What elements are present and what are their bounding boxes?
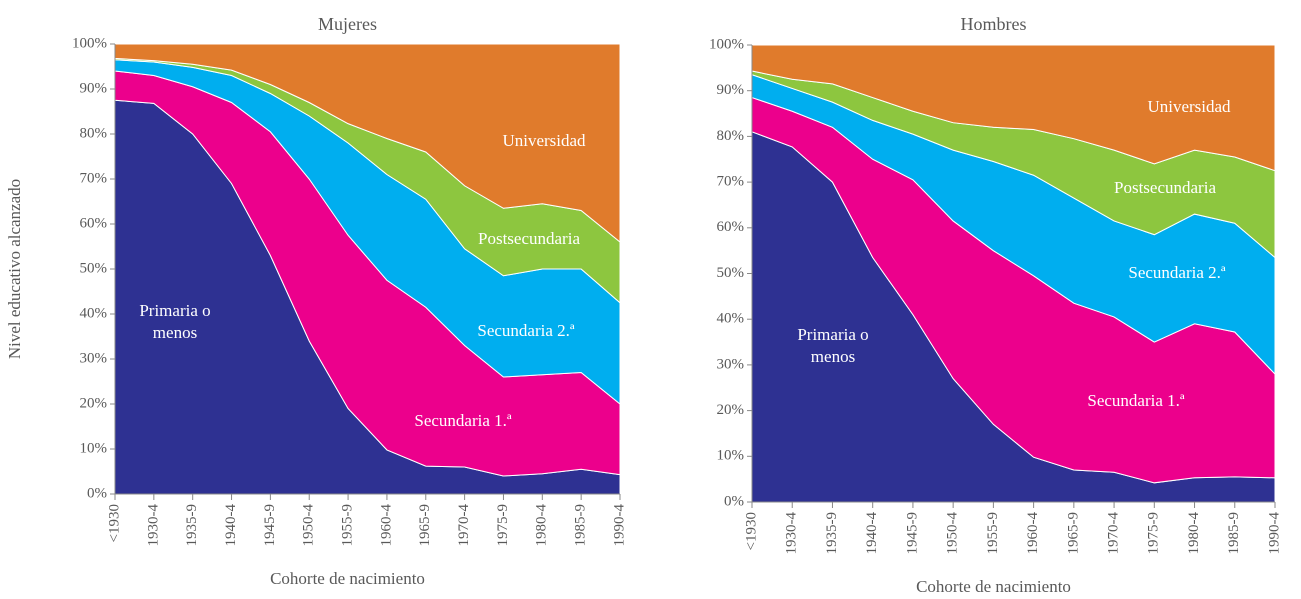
y-tick-label: 50%: [80, 260, 108, 276]
y-tick-label: 60%: [717, 219, 745, 235]
y-tick-label: 100%: [72, 35, 107, 51]
x-axis-label: Cohorte de nacimiento: [916, 577, 1071, 596]
area: [751, 44, 1276, 172]
x-tick-label: 1945-9: [904, 512, 920, 555]
y-tick-label: 0%: [87, 485, 107, 501]
x-tick-label: 1930-4: [145, 504, 161, 547]
x-tick-label: 1975-9: [495, 504, 511, 547]
series-label: Secundaria 1.ª: [1087, 391, 1185, 410]
x-tick-label: 1940-4: [223, 504, 239, 547]
x-axis-label: Cohorte de nacimiento: [270, 569, 425, 588]
x-tick-label: 1945-9: [262, 504, 278, 547]
y-tick-label: 0%: [724, 493, 744, 509]
y-tick-label: 70%: [80, 170, 108, 186]
series-label: Universidad: [1147, 97, 1231, 116]
series-label: Primaria o menos: [797, 325, 869, 366]
y-tick-label: 20%: [80, 395, 108, 411]
y-tick-label: 90%: [80, 80, 108, 96]
x-tick-label: 1935-9: [184, 504, 200, 547]
series-label: Postsecundaria: [1114, 178, 1216, 197]
series-label: Postsecundaria: [478, 229, 580, 248]
x-tick-label: 1980-4: [1186, 512, 1202, 555]
x-tick-label: 1955-9: [985, 512, 1001, 555]
x-tick-label: 1985-9: [1226, 512, 1242, 555]
y-tick-label: 10%: [80, 440, 108, 456]
y-tick-label: 30%: [717, 356, 745, 372]
y-tick-label: 60%: [80, 215, 108, 231]
series-label: Secundaria 1.ª: [414, 411, 512, 430]
area: [114, 43, 621, 244]
x-tick-label: 1970-4: [456, 504, 472, 547]
y-axis-label: Nivel educativo alcanzado: [5, 179, 24, 359]
y-tick-label: 90%: [717, 82, 745, 98]
x-tick-label: 1940-4: [864, 512, 880, 555]
x-tick-label: 1980-4: [534, 504, 550, 547]
x-tick-label: 1970-4: [1106, 512, 1122, 555]
x-tick-label: <1930: [743, 512, 759, 550]
chart-title: Mujeres: [318, 14, 377, 34]
series-label: Secundaria 2.ª: [1128, 263, 1226, 282]
x-tick-label: 1960-4: [1025, 512, 1041, 555]
series-label: Universidad: [502, 131, 586, 150]
y-tick-label: 10%: [717, 448, 745, 464]
chart-title: Hombres: [961, 14, 1027, 34]
x-tick-label: 1965-9: [1065, 512, 1081, 555]
x-tick-label: 1965-9: [417, 504, 433, 547]
x-tick-label: 1975-9: [1146, 512, 1162, 555]
series-label: Secundaria 2.ª: [477, 321, 575, 340]
y-tick-label: 20%: [717, 402, 745, 418]
x-tick-label: 1950-4: [945, 512, 961, 555]
x-tick-label: 1950-4: [301, 504, 317, 547]
x-tick-label: <1930: [106, 504, 122, 542]
y-tick-label: 30%: [80, 350, 108, 366]
y-tick-label: 40%: [717, 311, 745, 327]
y-tick-label: 50%: [717, 265, 745, 281]
x-tick-label: 1930-4: [784, 512, 800, 555]
y-tick-label: 70%: [717, 174, 745, 190]
x-tick-label: 1935-9: [824, 512, 840, 555]
x-tick-label: 1990-4: [1266, 512, 1282, 555]
y-tick-label: 40%: [80, 305, 108, 321]
y-tick-label: 100%: [709, 36, 744, 52]
x-tick-label: 1990-4: [611, 504, 627, 547]
x-tick-label: 1960-4: [378, 504, 394, 547]
y-tick-label: 80%: [80, 125, 108, 141]
y-tick-label: 80%: [717, 128, 745, 144]
x-tick-label: 1955-9: [340, 504, 356, 547]
series-label: Primaria o menos: [139, 301, 211, 342]
x-tick-label: 1985-9: [573, 504, 589, 547]
